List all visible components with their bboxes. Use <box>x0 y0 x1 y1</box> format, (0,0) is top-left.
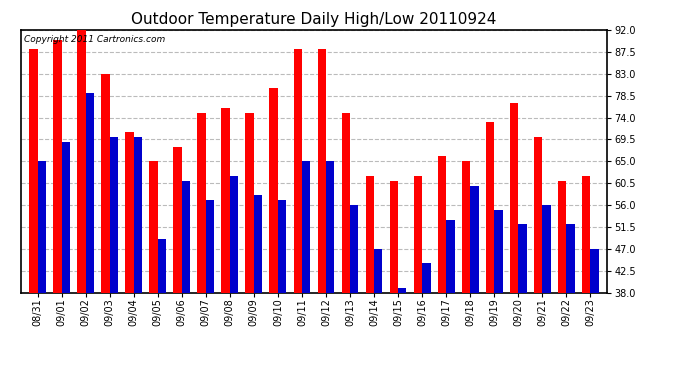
Bar <box>302 161 311 292</box>
Bar <box>390 181 398 292</box>
Bar <box>29 50 37 292</box>
Bar <box>446 220 455 292</box>
Bar <box>293 50 302 292</box>
Bar <box>221 108 230 292</box>
Bar <box>326 161 335 292</box>
Bar <box>422 263 431 292</box>
Bar <box>582 176 591 292</box>
Bar <box>470 186 479 292</box>
Bar <box>110 137 118 292</box>
Bar <box>278 200 286 292</box>
Bar <box>173 147 181 292</box>
Bar <box>158 239 166 292</box>
Bar <box>437 156 446 292</box>
Bar <box>486 122 494 292</box>
Bar <box>77 30 86 292</box>
Bar <box>270 88 278 292</box>
Bar <box>86 93 94 292</box>
Bar <box>566 225 575 292</box>
Bar <box>149 161 158 292</box>
Bar <box>374 249 382 292</box>
Bar <box>254 195 262 292</box>
Bar <box>206 200 214 292</box>
Bar <box>534 137 542 292</box>
Bar <box>518 225 526 292</box>
Bar <box>101 74 110 292</box>
Bar <box>181 181 190 292</box>
Bar <box>350 205 358 292</box>
Bar <box>126 132 134 292</box>
Bar <box>61 142 70 292</box>
Bar <box>317 50 326 292</box>
Bar <box>134 137 142 292</box>
Bar <box>494 210 502 292</box>
Bar <box>510 103 518 292</box>
Bar <box>246 112 254 292</box>
Bar <box>342 112 350 292</box>
Title: Outdoor Temperature Daily High/Low 20110924: Outdoor Temperature Daily High/Low 20110… <box>131 12 497 27</box>
Bar <box>591 249 599 292</box>
Bar <box>398 288 406 292</box>
Bar <box>462 161 470 292</box>
Text: Copyright 2011 Cartronics.com: Copyright 2011 Cartronics.com <box>23 35 165 44</box>
Bar <box>558 181 566 292</box>
Bar <box>197 112 206 292</box>
Bar <box>414 176 422 292</box>
Bar <box>37 161 46 292</box>
Bar <box>366 176 374 292</box>
Bar <box>53 40 61 292</box>
Bar <box>230 176 238 292</box>
Bar <box>542 205 551 292</box>
